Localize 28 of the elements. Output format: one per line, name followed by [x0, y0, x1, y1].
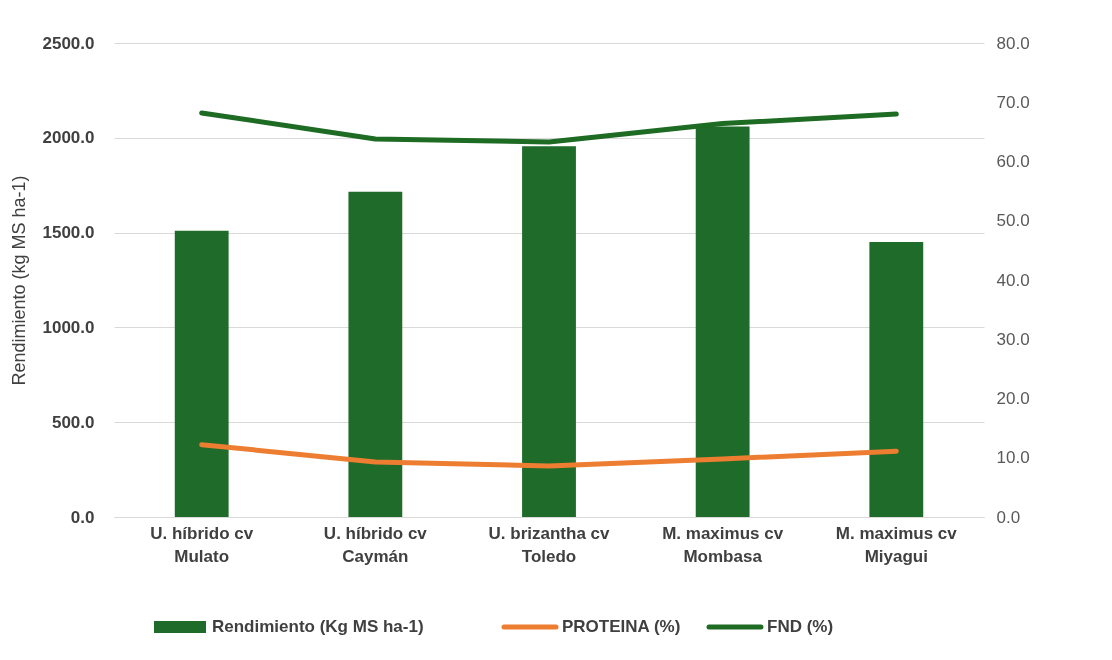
y2-tick-label: 60.0: [996, 152, 1030, 171]
y2-tick-label: 50.0: [996, 211, 1030, 231]
y2-tick-label: 10.0: [996, 448, 1030, 468]
y-tick-label: 500.0: [51, 412, 95, 432]
y2-tick-label: 80.0: [996, 33, 1030, 53]
y-tick-label: 1000.0: [42, 317, 95, 337]
bar: [522, 146, 576, 517]
y2-tick-label: 30.0: [996, 329, 1030, 349]
bar: [174, 230, 229, 517]
y2-tick-label: 70.0: [996, 92, 1030, 112]
y2-tick-label: 0.0: [996, 507, 1021, 527]
x-tick-label: M. maximus cv Mombasa: [662, 523, 784, 566]
x-tick-label: U. híbrido cv Caymán: [323, 523, 428, 566]
x-tick-label: U. brizantha cv Toledo: [488, 523, 610, 566]
y-tick-label: 2000.0: [42, 128, 95, 148]
y-axis-title: Rendimiento (kg MS ha-1): [8, 175, 29, 386]
y-tick-label: 0.0: [70, 507, 95, 527]
bar: [348, 191, 403, 517]
legend-label: PROTEINA (%): [562, 617, 681, 636]
y2-tick-label: 40.0: [996, 270, 1030, 290]
y-tick-label: 2500.0: [42, 33, 95, 53]
bar: [869, 242, 924, 517]
x-tick-label: M. maximus cv Miyagui: [835, 523, 958, 566]
x-tick-label: U. híbrido cv Mulato: [150, 523, 254, 566]
y-tick-label: 1500.0: [42, 223, 95, 243]
legend-label: FND (%): [767, 617, 834, 636]
legend-label: Rendimiento (Kg MS ha-1): [212, 617, 424, 636]
y2-tick-label: 20.0: [996, 389, 1030, 408]
